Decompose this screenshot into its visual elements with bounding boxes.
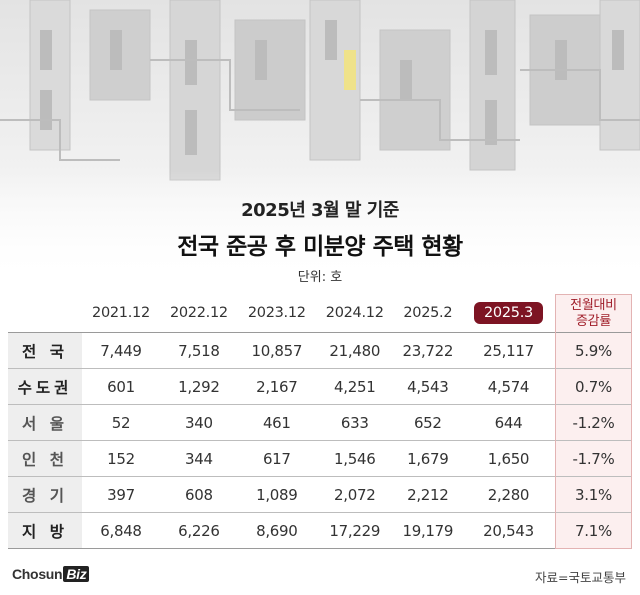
table-cell: 52 [111,413,131,432]
row-label: 지 방 [8,512,82,549]
change-header-line2: 증감률 [576,313,611,329]
table-row: 전 국 7,449 7,518 10,857 21,480 23,722 25,117 5.9… [8,332,632,369]
col-header: 2022.12 [169,305,228,322]
table-row: 경 기 397 608 1,089 2,072 2,212 2,280 3.1% [8,476,632,513]
chosunbiz-logo: Chosun Biz [12,566,90,582]
col-header: 2025.2 [403,305,453,322]
table-cell: 4,574 [487,377,530,396]
table-cell: 340 [185,413,213,432]
apartment-illustration [0,0,640,181]
table-cell: 6,226 [178,521,220,540]
table-row: 지 방 6,848 6,226 8,690 17,229 19,179 20,543 7.1% [8,512,632,549]
table-cell: 1,650 [487,449,530,468]
table-cell: 4,543 [407,377,449,396]
table-cell: 6,848 [100,521,142,540]
chart-subtitle: 2025년 3월 말 기준 [241,200,399,221]
table-cell: 644 [494,413,523,432]
table-cell: 2,280 [487,485,530,504]
highlight-badge: 2025.3 [474,302,543,325]
change-header-line1: 전월대비 [570,297,617,313]
table-cell: 397 [107,485,135,504]
corner-cell [8,295,82,333]
table-cell: 608 [185,485,213,504]
change-cell: 0.7% [555,368,632,405]
row-label: 서 울 [8,404,82,441]
hero-background [0,0,640,300]
table-cell: 601 [107,377,135,396]
row-label: 전 국 [8,332,82,369]
change-header: 전월대비 증감률 [555,294,632,333]
table-cell: 25,117 [483,341,534,360]
change-cell: 7.1% [555,512,632,549]
table-cell: 20,543 [483,521,534,540]
table-row: 인 천 152 344 617 1,546 1,679 1,650 -1.7% [8,440,632,477]
table-cell: 633 [340,413,369,432]
table-cell: 10,857 [251,341,303,360]
row-label: 인 천 [8,440,82,477]
table-cell: 1,292 [178,377,220,396]
row-label: 경 기 [8,476,82,513]
table-row: 수도권 601 1,292 2,167 4,251 4,543 4,574 0.7% [8,368,632,405]
table-cell: 8,690 [256,521,298,540]
col-header: 2023.12 [247,305,306,322]
table-cell: 7,449 [100,341,142,360]
row-label: 수도권 [8,368,82,405]
col-header: 2024.12 [325,305,384,322]
table-cell: 1,679 [407,449,449,468]
table-cell: 617 [262,449,291,468]
change-cell: -1.2% [555,404,632,441]
table-row: 서 울 52 340 461 633 652 644 -1.2% [8,404,632,441]
table-cell: 152 [107,449,135,468]
logo-main: Chosun [12,566,63,582]
header-row: 2021.12 2022.12 2023.12 2024.12 2025.2 2… [8,294,632,333]
source-note: 자료=국토교통부 [535,570,626,585]
change-cell: 3.1% [555,476,632,513]
table-cell: 1,546 [334,449,376,468]
change-cell: -1.7% [555,440,632,477]
table-cell: 2,212 [407,485,449,504]
title-area: 2025년 3월 말 기준 전국 준공 후 미분양 주택 현황 단위: 호 [0,196,640,285]
col-header: 2021.12 [92,305,150,322]
table-cell: 2,072 [334,485,376,504]
table-cell: 344 [185,449,213,468]
table-cell: 19,179 [402,521,454,540]
logo-badge: Biz [63,566,90,582]
table-cell: 2,167 [256,377,298,396]
table-cell: 1,089 [256,485,298,504]
table-cell: 23,722 [402,341,454,360]
table-cell: 652 [413,413,442,432]
hero-fade [0,170,640,300]
data-table: 2021.12 2022.12 2023.12 2024.12 2025.2 2… [8,294,632,549]
unit-label: 단위: 호 [297,270,343,285]
chart-title: 전국 준공 후 미분양 주택 현황 [177,234,463,260]
table-cell: 21,480 [329,341,381,360]
table-cell: 461 [262,413,291,432]
lit-window [344,50,356,90]
col-header-highlight: 2025.3 [462,295,556,333]
table-cell: 4,251 [334,377,376,396]
table-cell: 17,229 [329,521,381,540]
table-cell: 7,518 [178,341,220,360]
change-cell: 5.9% [555,332,632,369]
